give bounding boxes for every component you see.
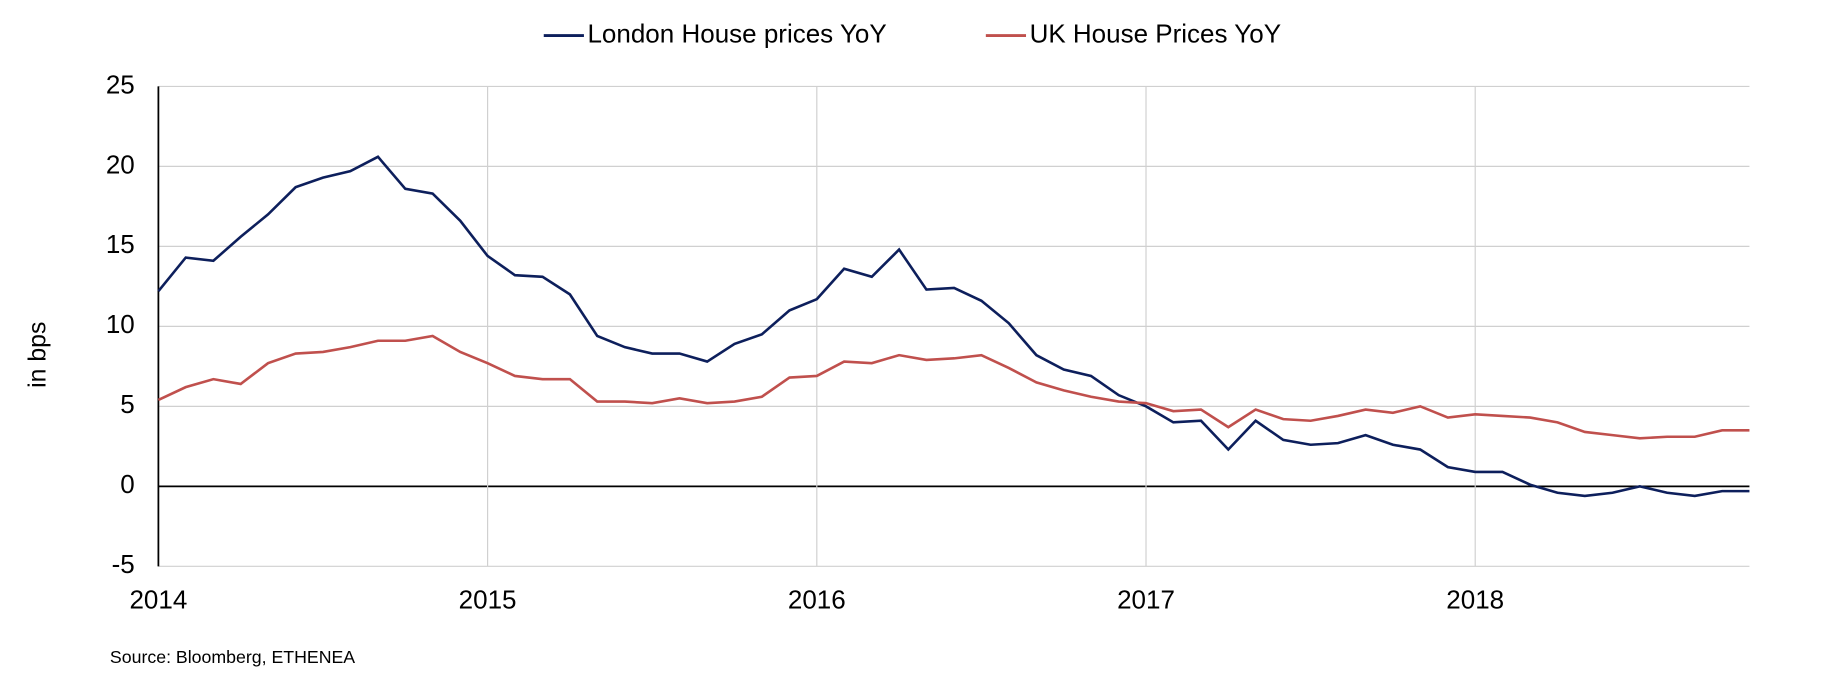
y-tick-label: -5: [112, 549, 135, 579]
y-tick-label: 5: [120, 389, 134, 419]
y-tick-label: 25: [106, 69, 135, 99]
legend-label: London House prices YoY: [587, 18, 886, 48]
x-tick-label: 2017: [1117, 585, 1175, 615]
x-tick-label: 2018: [1446, 585, 1504, 615]
x-tick-label: 2015: [459, 585, 517, 615]
source-note: Source: Bloomberg, ETHENEA: [110, 647, 355, 667]
y-tick-label: 10: [106, 309, 135, 339]
y-tick-label: 20: [106, 149, 135, 179]
y-axis-label: in bps: [25, 322, 52, 388]
line-series: [157, 334, 1750, 440]
y-tick-label: 0: [120, 469, 134, 499]
legend-label: UK House Prices YoY: [1030, 18, 1281, 48]
y-tick-label: 15: [106, 229, 135, 259]
x-tick-label: 2014: [129, 585, 187, 615]
x-tick-label: 2016: [788, 585, 846, 615]
line-series: [157, 155, 1750, 498]
